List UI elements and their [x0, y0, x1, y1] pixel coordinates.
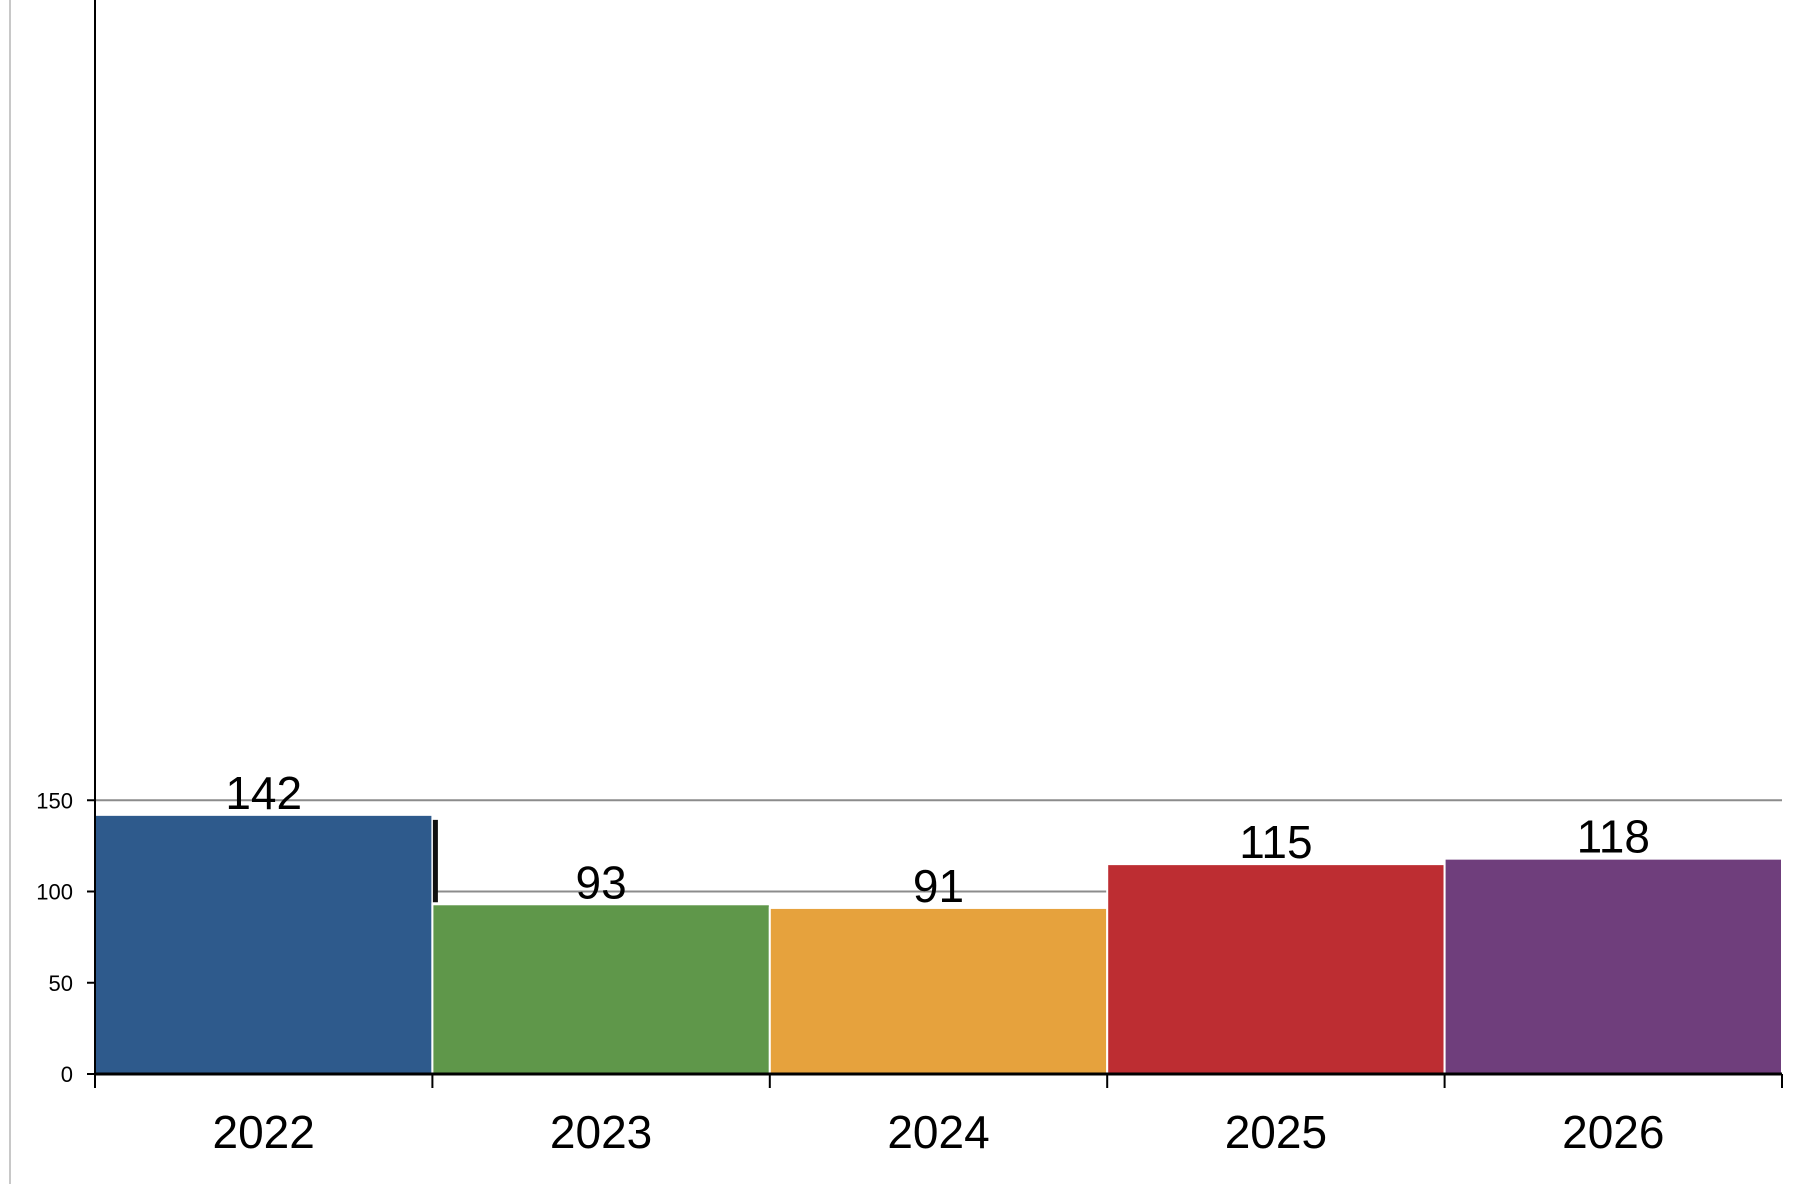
- data-label-2022: 142: [225, 767, 302, 819]
- x-tick-label-2023: 2023: [550, 1106, 652, 1158]
- data-label-2023: 93: [576, 856, 627, 908]
- bar-2023: [431, 903, 771, 1076]
- data-label-2024: 91: [913, 860, 964, 912]
- x-tick-label-2025: 2025: [1225, 1106, 1327, 1158]
- y-tick-label-100: 100: [36, 880, 73, 905]
- axes: [87, 0, 1783, 1088]
- y-tick-label-150: 150: [36, 788, 73, 813]
- y-tick-label-0: 0: [61, 1062, 73, 1087]
- bar-2022: [94, 813, 434, 1075]
- data-label-2025: 115: [1239, 816, 1312, 868]
- bar-2026: [1443, 857, 1783, 1076]
- bar-2024: [768, 906, 1109, 1075]
- bar-2025: [1106, 863, 1446, 1075]
- data-label-2026: 118: [1577, 811, 1650, 863]
- x-tick-label-2022: 2022: [213, 1106, 315, 1158]
- x-tick-label-2026: 2026: [1562, 1106, 1664, 1158]
- y-tick-label-50: 50: [49, 971, 73, 996]
- bars: [94, 813, 1783, 1076]
- labels: 0 50 100 150 2022 2023 2024 2025 2026 142 93 91 115 1…: [36, 767, 1664, 1158]
- x-tick-label-2024: 2024: [887, 1106, 989, 1158]
